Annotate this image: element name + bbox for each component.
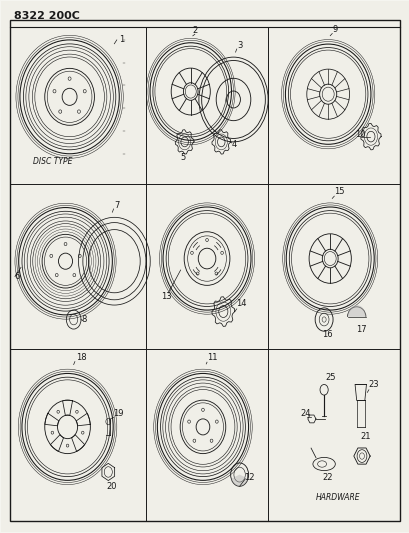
- Text: 6: 6: [14, 272, 19, 281]
- Text: 7: 7: [114, 200, 119, 209]
- Text: 18: 18: [76, 353, 86, 362]
- Text: 17: 17: [355, 325, 366, 334]
- Text: DISC TYPE: DISC TYPE: [33, 157, 72, 166]
- Text: 21: 21: [360, 432, 371, 441]
- Text: 8: 8: [82, 315, 87, 324]
- Text: 12: 12: [244, 473, 254, 482]
- Wedge shape: [347, 305, 365, 317]
- Text: HARDWARE: HARDWARE: [315, 493, 360, 502]
- Text: 8322 200C: 8322 200C: [13, 11, 79, 21]
- Text: 1: 1: [119, 35, 124, 44]
- Text: 15: 15: [333, 188, 344, 197]
- Text: 20: 20: [106, 482, 117, 491]
- Text: 4: 4: [231, 140, 236, 149]
- Text: 11: 11: [207, 353, 217, 362]
- Text: 14: 14: [236, 299, 246, 308]
- Text: 10: 10: [354, 130, 364, 139]
- Text: 13: 13: [160, 292, 171, 301]
- Text: 24: 24: [300, 409, 310, 418]
- Text: 16: 16: [321, 330, 332, 339]
- Text: 3: 3: [237, 41, 243, 50]
- Text: 25: 25: [324, 373, 335, 382]
- Text: 5: 5: [180, 154, 185, 163]
- Text: 2: 2: [192, 26, 198, 35]
- Wedge shape: [231, 474, 247, 486]
- Text: 22: 22: [321, 473, 332, 482]
- Text: 9: 9: [331, 25, 337, 34]
- Text: 19: 19: [113, 409, 124, 418]
- Text: 23: 23: [367, 380, 378, 389]
